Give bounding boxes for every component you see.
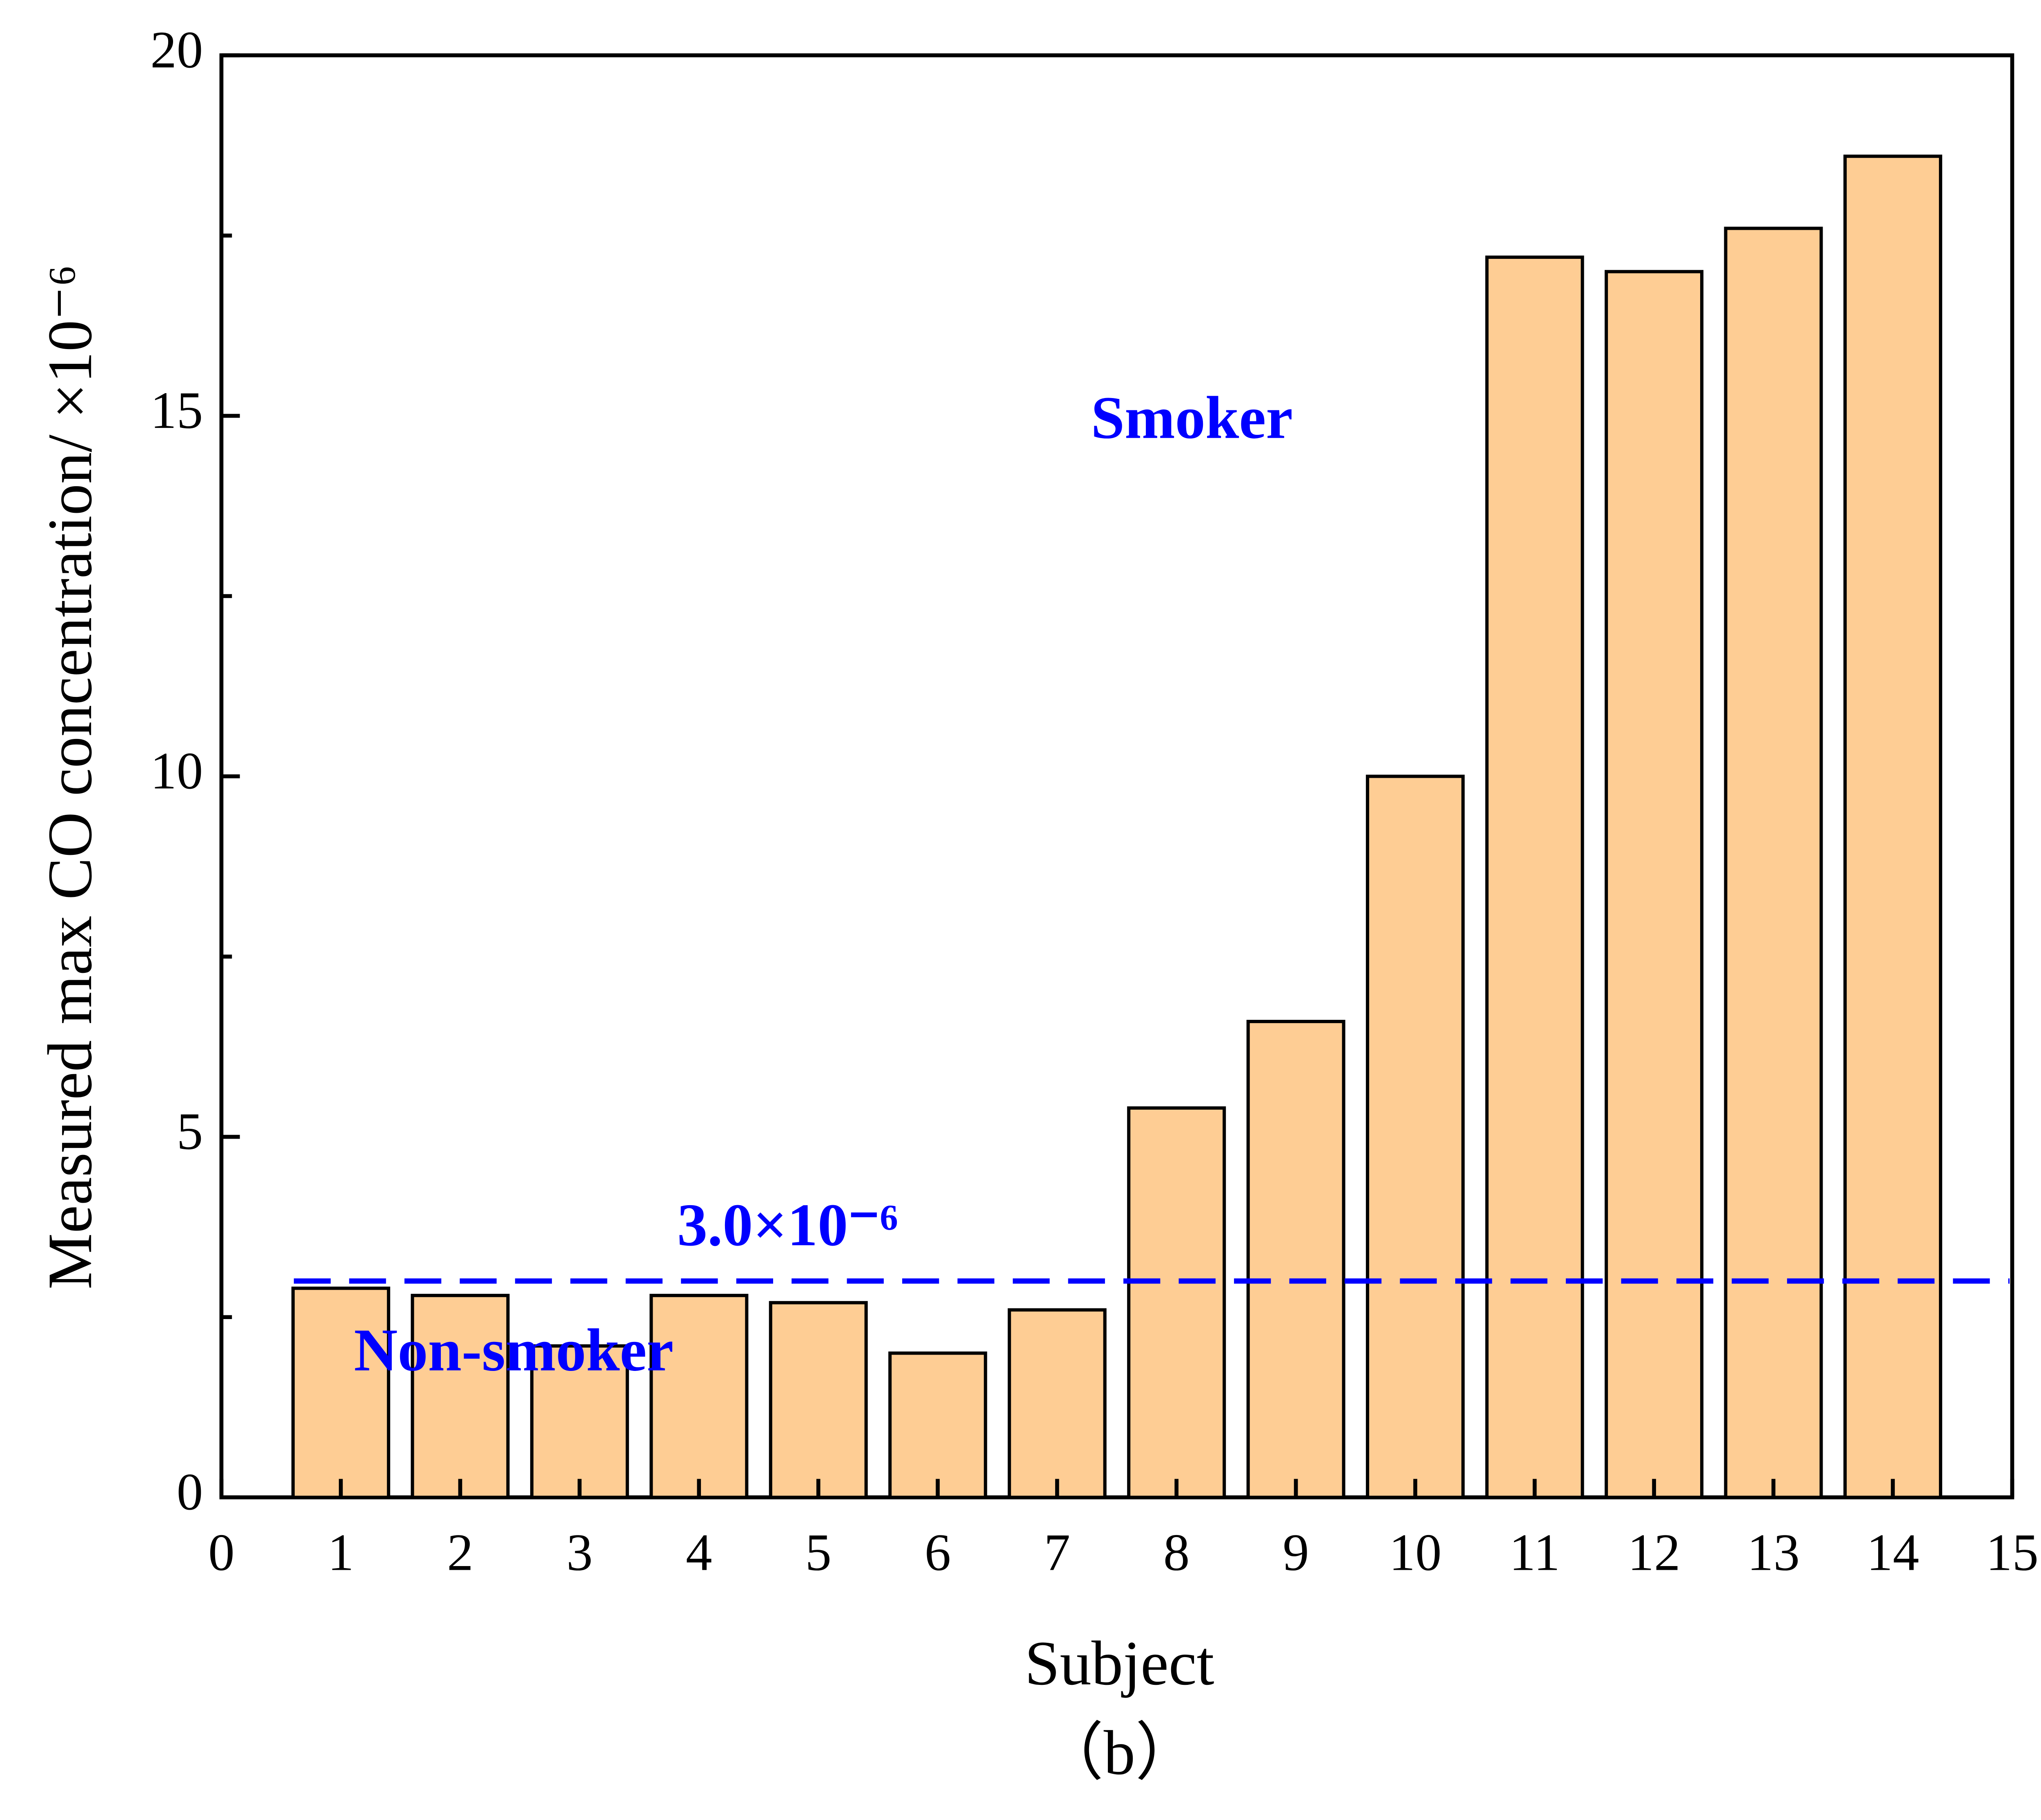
bar <box>1843 154 1943 1499</box>
x-tick-label: 14 <box>1866 1523 1919 1582</box>
bar <box>1246 1020 1345 1499</box>
bar <box>1485 255 1584 1499</box>
x-tick-label: 9 <box>1283 1523 1309 1582</box>
y-tick-label: 0 <box>177 1462 203 1521</box>
caption: （b） <box>1041 1718 1198 1788</box>
x-tick-label: 10 <box>1389 1523 1442 1582</box>
x-tick-label: 6 <box>925 1523 951 1582</box>
x-tick-label: 11 <box>1509 1523 1560 1582</box>
x-tick-label: 4 <box>686 1523 712 1582</box>
bar <box>888 1351 987 1499</box>
y-axis-label: Measured max CO concentration/ ×10⁻⁶ <box>35 265 105 1289</box>
x-tick-label: 2 <box>447 1523 474 1582</box>
annotation: Non-smoker <box>354 1317 674 1384</box>
bar <box>1724 227 1823 1499</box>
x-tick-label: 5 <box>805 1523 832 1582</box>
x-tick-label: 15 <box>1986 1523 2039 1582</box>
y-tick-label: 15 <box>150 381 203 439</box>
x-tick-label: 0 <box>208 1523 235 1582</box>
bar <box>530 1344 629 1499</box>
x-tick-label: 8 <box>1163 1523 1190 1582</box>
reference-label: 3.0×10⁻⁶ <box>677 1192 898 1259</box>
bar <box>1127 1106 1226 1499</box>
x-axis-label: Subject <box>1025 1629 1214 1698</box>
x-tick-label: 13 <box>1747 1523 1800 1582</box>
bar <box>1366 774 1465 1499</box>
x-tick-label: 1 <box>328 1523 354 1582</box>
bar <box>649 1294 749 1499</box>
bar <box>1007 1308 1107 1499</box>
bar <box>769 1301 868 1499</box>
y-tick-label: 10 <box>150 741 203 800</box>
x-tick-label: 3 <box>567 1523 593 1582</box>
x-tick-label: 7 <box>1044 1523 1070 1582</box>
x-tick-label: 12 <box>1628 1523 1681 1582</box>
bar <box>1605 270 1704 1499</box>
y-tick-label: 5 <box>177 1102 203 1160</box>
y-tick-label: 20 <box>150 20 203 79</box>
annotation: Smoker <box>1091 385 1293 452</box>
